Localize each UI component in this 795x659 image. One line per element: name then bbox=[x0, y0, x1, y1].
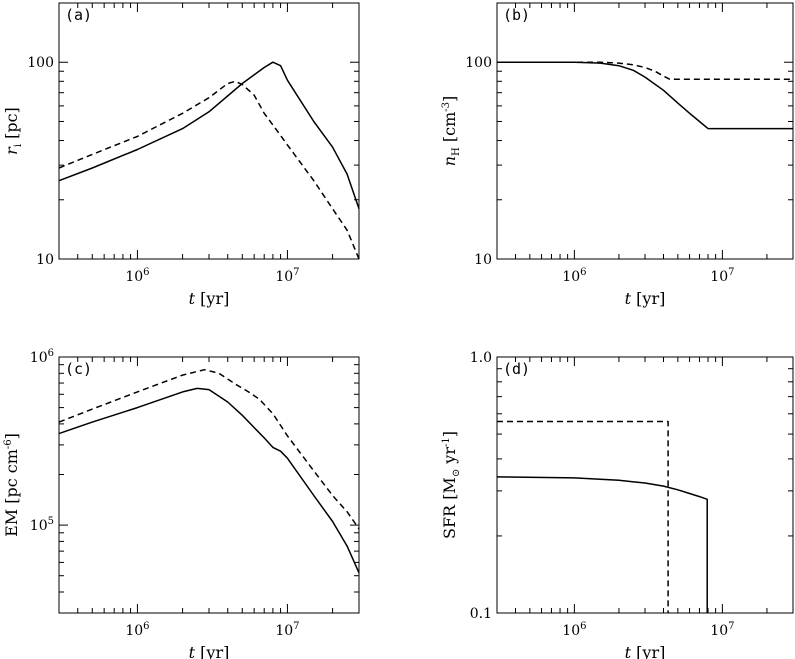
series-solid-line bbox=[497, 61, 793, 130]
series-solid-line bbox=[58, 61, 360, 210]
series-dashed-line bbox=[58, 80, 360, 260]
y-tick-label: 100 bbox=[465, 55, 492, 71]
y-tick-label: 10 bbox=[36, 252, 54, 268]
y-tick-label: 106 bbox=[30, 348, 54, 366]
x-axis-title: t [yr] bbox=[189, 289, 230, 308]
y-tick-label: 1.0 bbox=[470, 350, 492, 366]
series-dashed-line bbox=[58, 368, 360, 530]
plot-frame bbox=[58, 2, 360, 260]
panel-label: (c) bbox=[65, 360, 92, 378]
plot-frame bbox=[496, 2, 794, 260]
x-tick-label: 106 bbox=[562, 621, 586, 639]
panel-label: (b) bbox=[503, 6, 530, 24]
panel-a: 106 107 10 100 t [yr] ri [pc] (a) bbox=[2, 2, 360, 308]
y-axis-title: ri [pc] bbox=[2, 107, 24, 155]
series-dashed-line bbox=[497, 420, 669, 613]
plot-frame bbox=[496, 356, 794, 614]
x-tick-label: 107 bbox=[710, 621, 734, 639]
y-tick-label: 100 bbox=[27, 55, 54, 71]
series-solid-line bbox=[58, 387, 360, 574]
panel-c: 106 107 105 106 t [yr] EM [pc cm-6] (c) bbox=[2, 348, 360, 659]
x-tick-label: 106 bbox=[125, 267, 149, 285]
x-axis-title: t [yr] bbox=[625, 289, 666, 308]
x-tick-label: 107 bbox=[710, 267, 734, 285]
x-tick-label: 107 bbox=[275, 621, 299, 639]
panel-d: 106 107 0.1 1.0 t [yr] SFR [M⊙ yr-1] (d) bbox=[440, 350, 794, 659]
x-tick-label: 106 bbox=[562, 267, 586, 285]
y-axis-title: EM [pc cm-6] bbox=[2, 433, 21, 537]
plot-frame bbox=[58, 356, 360, 614]
y-tick-label: 105 bbox=[30, 516, 54, 534]
x-axis-title: t [yr] bbox=[189, 643, 230, 659]
panel-label: (a) bbox=[65, 6, 92, 24]
x-tick-label: 107 bbox=[275, 267, 299, 285]
y-tick-label: 10 bbox=[474, 252, 492, 268]
series-dashed-line bbox=[497, 61, 793, 80]
x-tick-label: 106 bbox=[125, 621, 149, 639]
panel-label: (d) bbox=[503, 360, 530, 378]
y-axis-title: SFR [M⊙ yr-1] bbox=[440, 431, 462, 539]
y-axis-title: nH [cm-3] bbox=[440, 96, 462, 167]
x-axis-title: t [yr] bbox=[625, 643, 666, 659]
series-solid-line bbox=[496, 476, 708, 613]
y-tick-label: 0.1 bbox=[470, 606, 492, 622]
panel-b: 106 107 10 100 t [yr] nH [cm-3] (b) bbox=[440, 2, 794, 308]
